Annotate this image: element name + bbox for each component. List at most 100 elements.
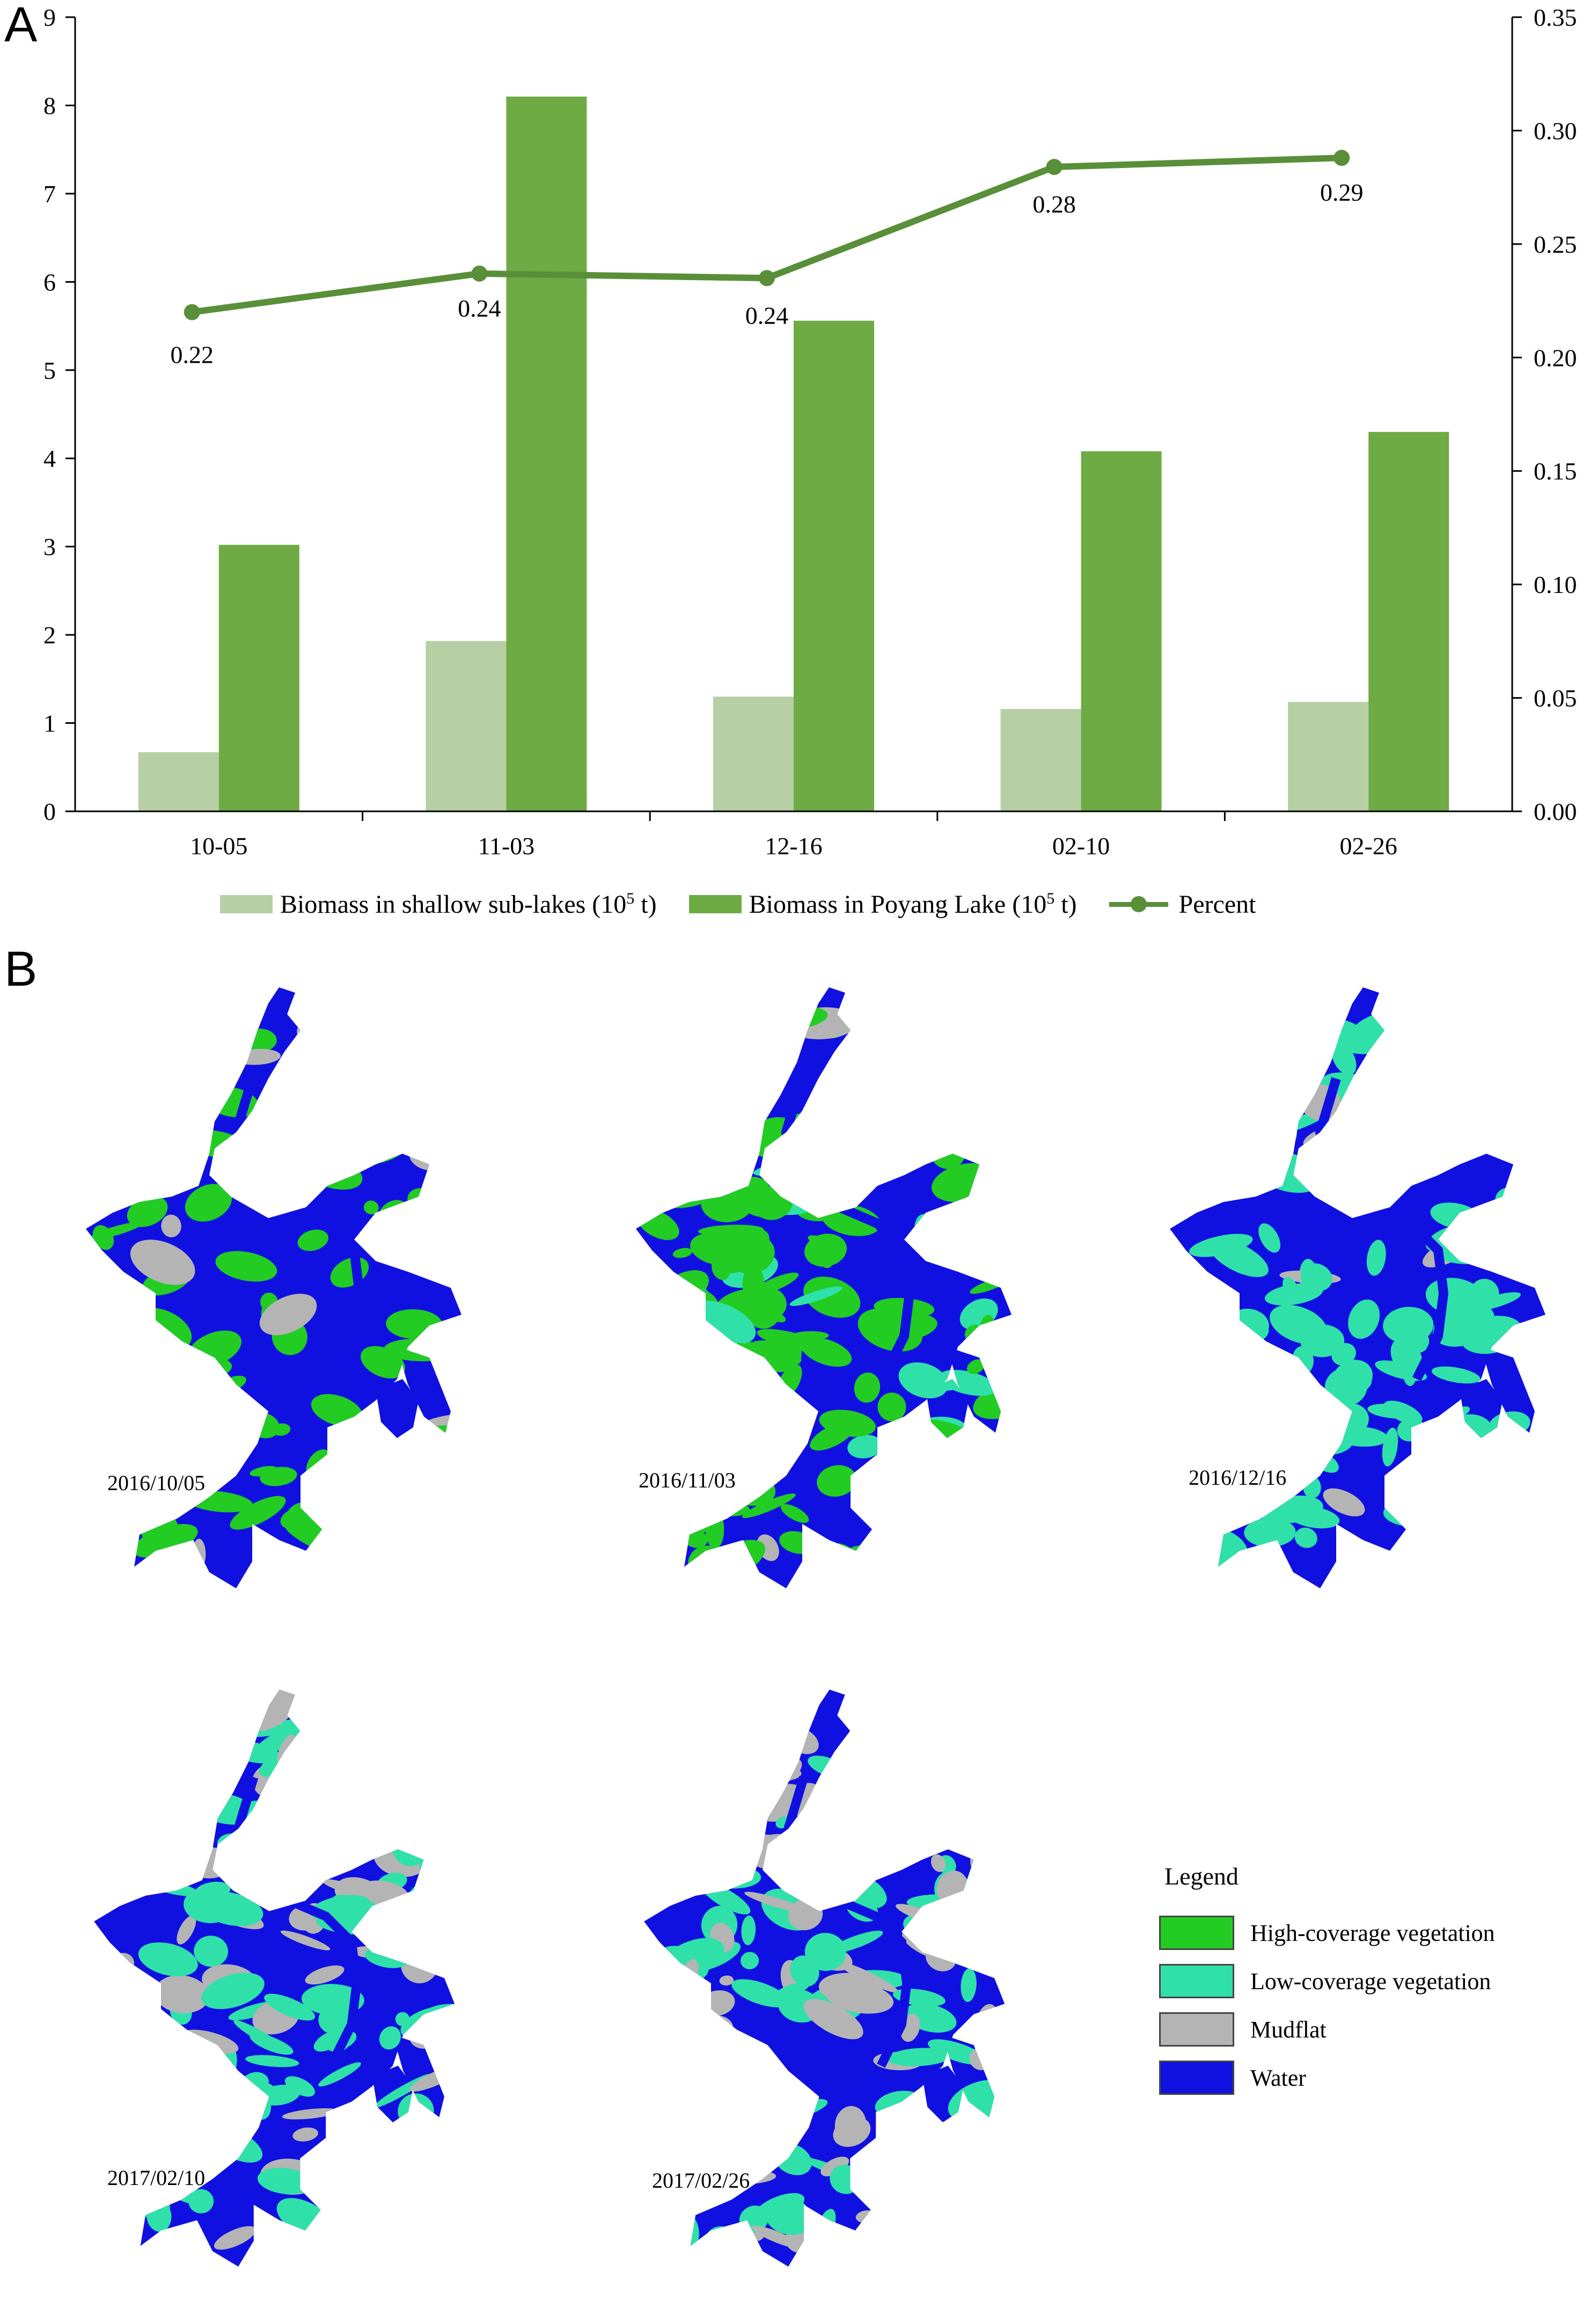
low-coverage-vegetation-patch	[1464, 1112, 1529, 1146]
high-coverage-vegetation-patch	[354, 1477, 370, 1510]
low-coverage-vegetation-patch	[1386, 1041, 1450, 1080]
low-coverage-vegetation-patch	[1300, 1263, 1332, 1292]
high-coverage-vegetation-patch	[778, 1015, 801, 1044]
low-coverage-vegetation-patch	[169, 2106, 202, 2128]
high-coverage-vegetation-patch	[847, 1152, 881, 1175]
high-coverage-vegetation-patch	[430, 1108, 444, 1141]
bar-shallow-sub-lakes	[1000, 709, 1081, 811]
low-coverage-vegetation-patch	[1404, 1040, 1457, 1055]
high-coverage-vegetation-patch	[890, 1436, 929, 1475]
x-tick-label: 12-16	[765, 832, 822, 860]
mudflat-patch	[683, 1845, 738, 1868]
low-coverage-vegetation-patch	[339, 1697, 376, 1723]
low-coverage-vegetation-patch	[683, 1419, 734, 1457]
mudflat-patch	[342, 2230, 384, 2257]
legend-item-poyang: Biomass in Poyang Lake (105 t)	[688, 890, 1077, 919]
mudflat-patch	[182, 1733, 203, 1772]
low-coverage-vegetation-patch	[984, 1872, 1005, 1892]
low-coverage-vegetation-patch	[1357, 1088, 1387, 1121]
map-date-label: 2017/02/10	[107, 2166, 206, 2190]
high-coverage-vegetation-patch	[185, 1184, 232, 1222]
high-coverage-vegetation-patch	[900, 1080, 963, 1125]
mudflat-patch	[1226, 1024, 1244, 1047]
low-coverage-vegetation-patch	[306, 1823, 359, 1852]
legend-swatch-shallow	[220, 895, 273, 913]
low-coverage-vegetation-patch	[137, 1754, 202, 1788]
low-coverage-vegetation-patch	[422, 1870, 451, 1883]
legend-item-percent: Percent	[1109, 890, 1256, 919]
low-coverage-vegetation-patch	[340, 1712, 403, 1728]
low-coverage-vegetation-patch	[766, 2202, 814, 2235]
high-coverage-vegetation-patch	[230, 1495, 286, 1530]
percent-point	[184, 304, 200, 320]
high-coverage-vegetation-patch	[339, 1003, 406, 1049]
high-coverage-vegetation-patch	[848, 1135, 874, 1149]
high-coverage-vegetation-patch	[688, 1007, 719, 1042]
mudflat-patch	[1419, 1111, 1436, 1130]
mudflat-patch	[136, 2097, 192, 2120]
low-coverage-vegetation-patch	[726, 2038, 746, 2069]
low-coverage-vegetation-patch	[263, 1821, 298, 1843]
high-coverage-vegetation-patch	[825, 1142, 873, 1172]
high-coverage-vegetation-patch	[92, 1225, 114, 1250]
mudflat-patch	[646, 2228, 667, 2253]
mudflat-patch	[948, 2167, 966, 2188]
low-coverage-vegetation-patch	[144, 2078, 176, 2109]
low-coverage-vegetation-patch	[395, 2012, 410, 2027]
mudflat-patch	[665, 2131, 725, 2151]
low-coverage-vegetation-patch	[1253, 1151, 1322, 1193]
low-coverage-vegetation-patch	[1200, 1311, 1227, 1345]
low-coverage-vegetation-patch	[692, 1762, 758, 1803]
percent-point	[759, 270, 775, 287]
mudflat-patch	[363, 1799, 414, 1820]
percent-point	[1046, 159, 1063, 175]
low-coverage-vegetation-patch	[803, 1853, 842, 1871]
high-coverage-vegetation-patch	[678, 1370, 746, 1407]
high-coverage-vegetation-patch	[391, 1024, 422, 1045]
lake-water	[376, 1379, 419, 1438]
low-coverage-vegetation-patch	[1466, 1121, 1484, 1156]
high-coverage-vegetation-patch	[672, 1339, 701, 1368]
mudflat-patch	[1179, 1300, 1237, 1324]
percent-data-label: 0.24	[458, 295, 501, 322]
low-coverage-vegetation-patch	[138, 1804, 195, 1830]
mudflat-patch	[186, 1847, 233, 1879]
mudflat-patch	[752, 2225, 803, 2249]
high-coverage-vegetation-patch	[851, 1553, 882, 1581]
high-coverage-vegetation-patch	[923, 1143, 946, 1154]
low-coverage-vegetation-patch	[1417, 992, 1488, 1015]
mudflat-patch	[1489, 1541, 1545, 1578]
low-coverage-vegetation-patch	[183, 1690, 241, 1722]
low-coverage-vegetation-patch	[1245, 1379, 1295, 1417]
mudflat-patch	[673, 2129, 726, 2158]
high-coverage-vegetation-patch	[819, 1410, 876, 1437]
high-coverage-vegetation-patch	[995, 1380, 1012, 1400]
low-coverage-vegetation-patch	[1525, 1370, 1545, 1391]
low-coverage-vegetation-patch	[1170, 1359, 1237, 1392]
high-coverage-vegetation-patch	[118, 1410, 163, 1437]
map-date-label: 2016/12/16	[1189, 1465, 1287, 1490]
bar-poyang-lake	[1368, 431, 1449, 811]
high-coverage-vegetation-patch	[328, 1512, 391, 1529]
mudflat-patch	[953, 2169, 998, 2203]
low-coverage-vegetation-patch	[304, 1717, 333, 1740]
mudflat-patch	[361, 1834, 408, 1851]
mudflat-patch	[155, 1851, 199, 1883]
high-coverage-vegetation-patch	[122, 1117, 189, 1140]
high-coverage-vegetation-patch	[847, 1146, 883, 1159]
y-left-tick-label: 2	[43, 621, 56, 649]
low-coverage-vegetation-patch	[1270, 1304, 1328, 1344]
low-coverage-vegetation-patch	[264, 1993, 316, 2021]
low-coverage-vegetation-patch	[99, 1689, 138, 1722]
high-coverage-vegetation-patch	[322, 1068, 336, 1081]
high-coverage-vegetation-patch	[341, 1044, 365, 1068]
mudflat-patch	[976, 1887, 1003, 1898]
mudflat-patch	[156, 2100, 202, 2123]
mudflat-patch	[411, 1709, 426, 1728]
low-coverage-vegetation-patch	[741, 1915, 756, 1945]
high-coverage-vegetation-patch	[317, 1020, 373, 1053]
mudflat-patch	[292, 2127, 318, 2142]
low-coverage-vegetation-patch	[168, 2089, 208, 2119]
lake-water	[393, 2035, 444, 2117]
mudflat-patch	[371, 1920, 400, 1942]
